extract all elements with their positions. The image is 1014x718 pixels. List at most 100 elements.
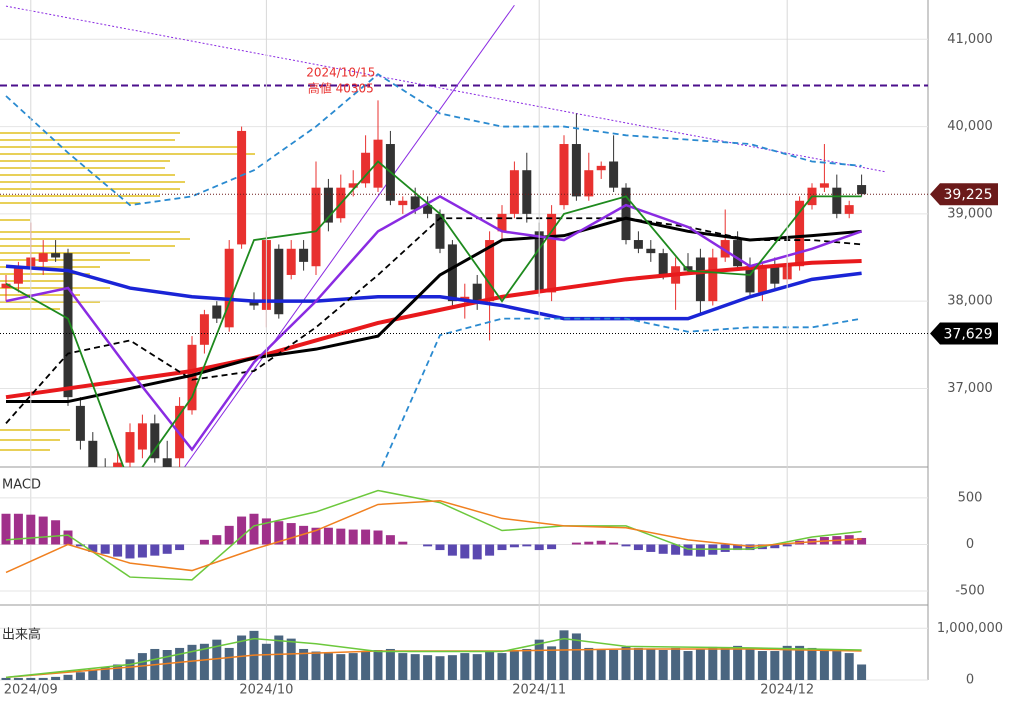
volume-bar [311,651,321,680]
candle-body [497,213,507,232]
volume-bar [621,646,631,680]
volume-bar [13,677,23,680]
volume-bar [807,647,817,680]
plot-area [1,489,867,581]
candle-body [770,266,780,284]
macd-bar [137,544,147,558]
macd-bar [671,544,681,555]
candle-body [509,170,519,214]
candle-body [609,161,619,188]
volume-bar [819,648,829,680]
macd-bar [509,544,519,548]
volume-bar [113,664,123,680]
candle-body [733,240,743,267]
trend-line [5,5,887,173]
candle-body [212,305,222,319]
candle-body [522,170,532,214]
candle-body [348,183,358,188]
y-tick-label: 41,000 [947,32,993,47]
macd-bar [13,513,23,545]
volume-bar [584,647,594,680]
macd-bar [38,516,48,545]
y-tick-label: 500 [958,490,983,505]
macd-bar [596,540,606,545]
volume-bar [497,653,507,680]
macd-bar [88,544,98,552]
macd-bar [274,521,284,545]
macd-bar [1,513,11,545]
candle-body [857,185,867,195]
candle-body [832,187,842,214]
candle-body [373,139,383,188]
volume-bar [547,646,557,680]
candle-body [844,205,854,214]
volume-bar [398,653,408,680]
trend-line [184,4,515,467]
volume-bar [609,650,619,680]
volume-bar [224,647,234,680]
volume-bar [75,672,85,680]
plot-area [1,630,867,680]
candle-body [633,240,643,249]
macd-bar [199,539,209,545]
candle-body [795,200,805,267]
volume-bar [534,639,544,680]
macd-bar [695,544,705,557]
macd-bar [348,529,358,545]
macd-bar [336,528,346,545]
macd-bar [534,544,544,551]
candle-body [361,152,371,184]
volume-bar [88,669,98,680]
candle-body [113,462,123,467]
x-tick-label: 2024/10 [239,683,293,698]
candle-body [75,405,85,441]
y-tick-label: -500 [955,584,985,599]
macd-bar [584,541,594,545]
panel-title: 出来高 [2,627,41,643]
candle-body [695,257,705,302]
volume-bar [348,653,358,680]
indicator-line [380,317,862,467]
macd-bar [472,544,482,560]
price-tag [930,183,998,206]
volume-bar [410,654,420,680]
candle-body [547,213,557,293]
candle-body [137,423,147,450]
annotation: 高値 40305 [308,81,374,96]
x-tick-label: 2024/09 [4,683,58,698]
volume-bar [100,667,110,680]
candle-body [13,266,23,284]
macd-bar [286,523,296,545]
macd-bar [733,544,743,551]
volume-bar [695,648,705,680]
y-tick-label: 37,000 [947,381,993,396]
volume-bar [770,651,780,680]
volume-bar [274,635,284,680]
volume-bar [199,643,209,680]
indicator-line [6,216,862,404]
candle-body [559,144,569,206]
candle-body [435,213,445,249]
volume-bar [187,644,197,680]
candle-body [162,458,172,467]
price-tag-label: 37,629 [944,327,993,343]
candle-body [584,170,594,197]
x-tick-label: 2024/11 [512,683,566,698]
indicator-line [5,489,862,581]
macd-bar [720,544,730,552]
volume-bar [373,650,383,680]
y-tick-label: 1,000,000 [937,621,1003,636]
candle-body [125,432,135,463]
volume-bar [522,648,532,680]
candle-body [683,266,693,271]
volume-bar [485,651,495,680]
candle-body [249,301,259,306]
candle-body [323,187,333,223]
candle-body [224,248,234,328]
candle-body [410,196,420,210]
volume-bar [832,651,842,680]
macd-bar [782,544,792,547]
candle-body [447,244,457,302]
macd-bar [373,530,383,545]
